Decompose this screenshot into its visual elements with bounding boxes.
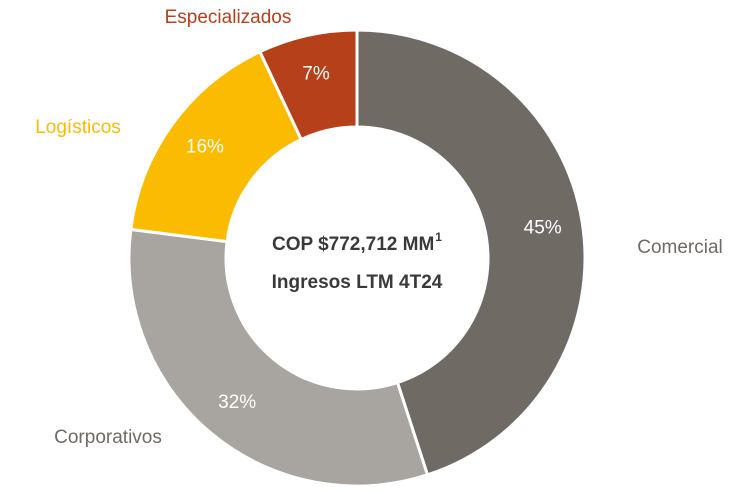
donut-slice bbox=[355, 28, 587, 477]
slice-percent-label: 7% bbox=[302, 64, 330, 85]
center-text: COP $772,712 MM bbox=[272, 234, 434, 255]
donut-slice bbox=[257, 28, 359, 142]
slice-percent-label: 45% bbox=[524, 218, 562, 239]
category-label: Comercial bbox=[637, 237, 723, 258]
center-superscript: 1 bbox=[435, 230, 442, 244]
category-label: Logísticos bbox=[35, 117, 121, 138]
category-label: Especializados bbox=[165, 7, 292, 28]
donut-slice bbox=[127, 227, 430, 488]
slice-percent-label: 16% bbox=[186, 137, 224, 158]
category-label: Corporativos bbox=[54, 427, 162, 448]
center-text: Ingresos LTM 4T24 bbox=[272, 272, 443, 293]
slice-percent-label: 32% bbox=[218, 392, 256, 413]
donut-slice bbox=[129, 49, 304, 244]
slices: 45% Comercial 32% Corporativos 16% Logísticos… bbox=[35, 7, 723, 488]
